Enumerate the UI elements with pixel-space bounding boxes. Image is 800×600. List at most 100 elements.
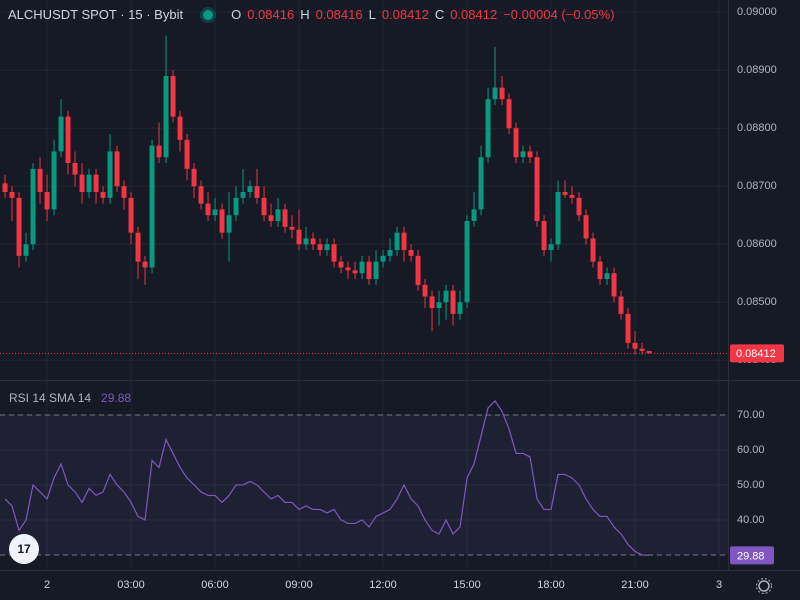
candle-body (597, 261, 603, 280)
y-tick-label: 40.00 (737, 514, 765, 526)
x-tick-label: 2 (44, 579, 50, 591)
legend-value: 0.08416 (247, 7, 295, 22)
legend-value: 0.08416 (315, 7, 363, 22)
candle-body (198, 186, 204, 204)
candle-body (359, 261, 365, 274)
candle-body (499, 87, 505, 100)
market-status (203, 9, 214, 20)
candle-body (548, 244, 554, 251)
candle-body (121, 186, 127, 198)
candle-body (457, 302, 463, 314)
y-tick-label: 0.08800 (737, 122, 777, 134)
tv-logo: 17 (9, 534, 39, 564)
candle-body (219, 209, 225, 233)
candle-body (639, 348, 645, 351)
candle-body (268, 215, 274, 222)
candle-body (9, 192, 15, 198)
y-tick-label: 0.09000 (737, 6, 777, 18)
candle-body (205, 203, 211, 216)
indicator-value: 29.88 (101, 391, 132, 405)
candle-body (65, 116, 71, 164)
candle-body (625, 313, 631, 343)
candle-body (464, 221, 470, 303)
candle-body (240, 192, 246, 198)
candle-body (142, 261, 148, 268)
candle-body (30, 168, 36, 245)
candle-body (590, 238, 596, 262)
candle-body (646, 350, 652, 354)
candle-body (485, 99, 491, 158)
candle-body (555, 192, 561, 245)
candle-body (114, 151, 120, 187)
last-value-tag (730, 546, 774, 565)
candle-body (135, 232, 141, 262)
x-tick-label: 06:00 (201, 579, 229, 591)
candle-body (44, 192, 50, 210)
candle-body (324, 244, 330, 251)
candle-body (156, 145, 162, 158)
x-tick-label: 18:00 (537, 579, 565, 591)
candle-body (520, 151, 526, 158)
candle-body (303, 238, 309, 245)
y-tick-label: 60.00 (737, 444, 765, 456)
candle-body (604, 273, 610, 280)
last-price-tag (730, 344, 784, 363)
plot: 0.084000.085000.086000.087000.088000.089… (0, 0, 784, 591)
candle-body (373, 261, 379, 280)
y-tick-label: 0.08600 (737, 238, 777, 250)
candle-body (331, 244, 337, 262)
candle-body (282, 209, 288, 227)
candle-body (387, 250, 393, 256)
symbol-title: ALCHUSDT SPOT · 15 · Bybit (8, 7, 184, 22)
candle-body (86, 174, 92, 193)
candle-body (289, 226, 295, 230)
candle-body (16, 197, 22, 256)
candle-body (310, 238, 316, 245)
candle-body (233, 197, 239, 216)
candle-body (100, 192, 106, 198)
candle-body (541, 221, 547, 251)
symbol-header: ALCHUSDT SPOT · 15 · Bybit O 0.08416 H 0.0… (8, 7, 615, 22)
candle-body (128, 197, 134, 233)
candle-body (513, 128, 519, 158)
candle-body (422, 284, 428, 297)
candle-body (401, 232, 407, 251)
candle-body (163, 76, 169, 158)
candle-body (471, 209, 477, 222)
candle-body (632, 342, 638, 349)
candle-body (569, 194, 575, 198)
band-fill (0, 414, 728, 555)
x-tick-label: 03:00 (117, 579, 145, 591)
x-tick-label: 3 (716, 579, 722, 591)
candle-body (254, 186, 260, 198)
candle-body (247, 186, 253, 193)
y-tick-label: 0.08900 (737, 64, 777, 76)
x-tick-label: 15:00 (453, 579, 481, 591)
candle-body (79, 174, 85, 193)
settings-icon[interactable] (756, 578, 772, 594)
candle-body (184, 139, 190, 169)
candle-body (394, 232, 400, 251)
candle-body (415, 255, 421, 285)
legend-change: −0.00004 (−0.05%) (503, 7, 615, 22)
candle-body (562, 192, 568, 195)
legend-label: L (368, 7, 376, 22)
candle-body (261, 197, 267, 216)
candle-body (317, 244, 323, 251)
candle-body (2, 183, 8, 193)
y-tick-label: 0.08500 (737, 296, 777, 308)
candle-body (450, 290, 456, 314)
candle-body (478, 157, 484, 210)
candle-body (345, 267, 351, 271)
candle-body (366, 261, 372, 280)
candle-body (429, 296, 435, 309)
legend-label: H (300, 7, 310, 22)
indicator-legend: RSI 14 SMA 14 29.88 (9, 391, 131, 405)
candle-body (107, 151, 113, 198)
candle-body (492, 87, 498, 100)
candle-body (191, 168, 197, 187)
candle-body (583, 215, 589, 239)
